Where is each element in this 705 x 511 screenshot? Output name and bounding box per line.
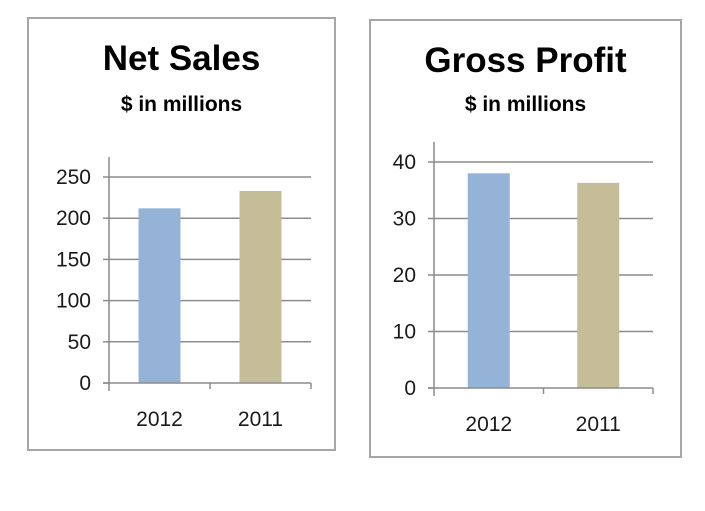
net-sales-plot: 0 50 100 150 200 250 2012 2011 — [56, 157, 312, 431]
y-tick-label: 20 — [393, 264, 416, 287]
chart-subtitle: $ in millions — [120, 93, 243, 116]
x-tick-label: 2012 — [136, 408, 183, 431]
gross-profit-chart-panel: Gross Profit $ in millions 0 10 20 30 40 2012… — [369, 19, 682, 458]
y-tick-label: 40 — [393, 151, 416, 174]
y-tick-label: 100 — [56, 290, 91, 313]
y-tick-label: 0 — [404, 377, 416, 400]
gross-profit-plot: 0 10 20 30 40 2012 2011 — [393, 142, 654, 436]
y-tick-label: 250 — [56, 166, 91, 189]
chart-title: Gross Profit — [424, 41, 627, 80]
chart-title: Net Sales — [102, 39, 261, 78]
y-tick-label: 150 — [56, 248, 91, 271]
y-tick-label: 30 — [393, 208, 416, 231]
x-tick-label: 2012 — [465, 413, 512, 436]
bar-2011 — [577, 182, 620, 388]
x-tick-label: 2011 — [238, 408, 283, 431]
chart-subtitle: $ in millions — [464, 93, 587, 116]
bar-2011 — [239, 191, 282, 383]
x-tick-label: 2011 — [576, 413, 621, 436]
y-tick-label: 0 — [79, 372, 91, 395]
net-sales-chart-panel: Net Sales $ in millions 0 50 100 150 200 250 2… — [27, 17, 336, 451]
y-tick-label: 50 — [68, 331, 91, 354]
bar-2012 — [467, 173, 510, 388]
y-tick-label: 200 — [56, 207, 91, 230]
y-tick-label: 10 — [393, 321, 416, 344]
bar-2012 — [138, 208, 181, 383]
